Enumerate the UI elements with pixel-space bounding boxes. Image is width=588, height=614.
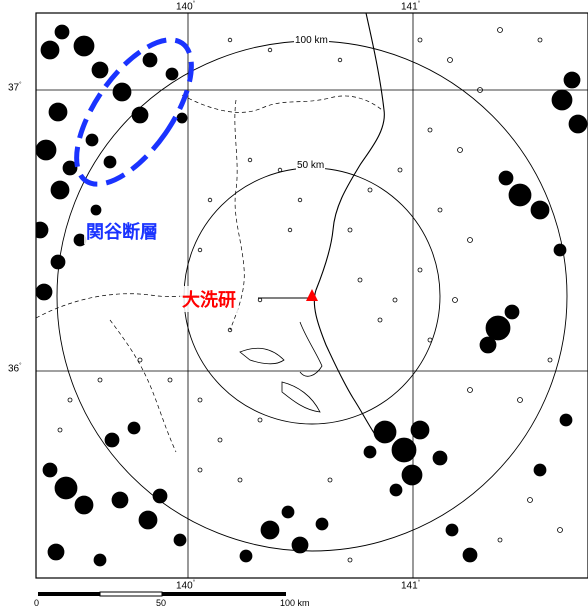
prefecture-boundaries bbox=[36, 94, 383, 453]
cluster-s bbox=[239, 505, 329, 563]
lon-label-bottom-140: 140° bbox=[176, 580, 196, 592]
epicenter-clusters bbox=[36, 24, 588, 567]
coastline bbox=[313, 13, 385, 437]
lon-label-bottom-141: 141° bbox=[401, 580, 421, 592]
ring-label-100km: 100 km bbox=[294, 35, 329, 46]
lon-label-top-141: 141° bbox=[401, 1, 421, 13]
fault-outline bbox=[74, 37, 194, 187]
fault-label: 関谷断層 bbox=[84, 218, 160, 244]
cluster-sw bbox=[42, 421, 187, 567]
lakes bbox=[239, 321, 323, 413]
scale-label-50: 50 bbox=[156, 598, 167, 608]
ring-label-50km: 50 km bbox=[296, 160, 326, 171]
scale-label-0: 0 bbox=[34, 598, 40, 608]
triangle-icon bbox=[306, 289, 318, 301]
cluster-e bbox=[479, 71, 588, 477]
lat-label-36: 36° bbox=[8, 363, 22, 375]
lon-label-top-140: 140° bbox=[176, 1, 196, 13]
lat-label-37: 37° bbox=[8, 82, 22, 94]
scale-label-100: 100 km bbox=[280, 598, 310, 608]
cluster-nw bbox=[36, 24, 188, 301]
scale-bar bbox=[38, 591, 286, 597]
cluster-se bbox=[363, 420, 478, 563]
site-label: 大洗研 bbox=[180, 286, 238, 312]
